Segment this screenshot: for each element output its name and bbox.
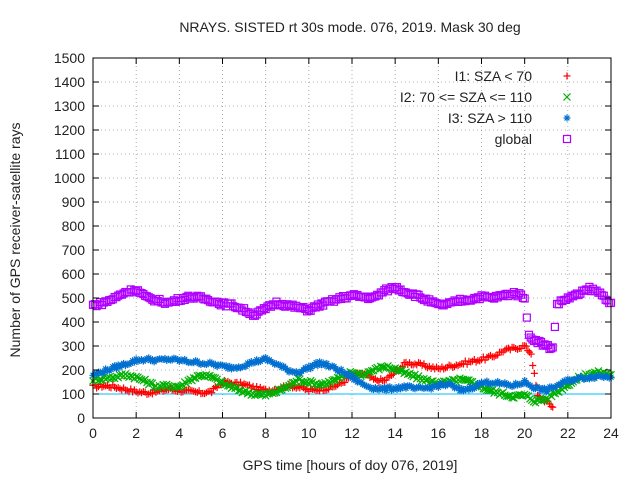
y-tick-label: 900 (62, 194, 86, 210)
x-tick-label: 0 (89, 425, 97, 441)
legend-label: global (495, 131, 532, 147)
data-point (550, 322, 559, 332)
y-tick-label: 0 (77, 410, 85, 426)
data-point (469, 357, 477, 365)
data-point (522, 342, 530, 350)
x-tick-label: 4 (175, 425, 183, 441)
y-tick-label: 500 (62, 290, 86, 306)
data-point (341, 378, 349, 386)
series-0 (89, 342, 557, 411)
data-point (281, 384, 290, 392)
data-point (231, 384, 240, 393)
y-tick-label: 1100 (55, 146, 85, 162)
data-point (146, 378, 155, 387)
x-axis-title: GPS time [hours of doy 076, 2019] (243, 457, 458, 473)
x-tick-label: 20 (517, 425, 533, 441)
y-tick-label: 100 (62, 386, 86, 402)
data-point (476, 357, 484, 365)
data-point (330, 375, 338, 384)
data-point (527, 350, 535, 358)
series-2 (89, 354, 615, 396)
data-point (547, 344, 556, 353)
y-tick-label: 700 (62, 242, 86, 258)
y-tick-label: 200 (62, 362, 86, 378)
y-tick-label: 1000 (54, 170, 85, 186)
data-point (367, 366, 376, 375)
data-point (466, 377, 475, 386)
x-tick-label: 8 (262, 425, 270, 441)
y-tick-label: 400 (62, 314, 86, 330)
data-point (188, 387, 196, 395)
data-point (193, 388, 201, 396)
x-tick-label: 12 (344, 425, 360, 441)
y-tick-label: 1300 (54, 98, 85, 114)
y-tick-label: 800 (62, 218, 86, 234)
data-point (454, 362, 462, 370)
x-tick-label: 18 (474, 425, 490, 441)
legend-marker (563, 93, 571, 101)
y-tick-label: 600 (62, 266, 86, 282)
data-point (529, 362, 537, 370)
legend: I1: SZA < 70 I2: 70 <= SZA <= 110 I3: SZA … (400, 68, 572, 147)
data-point (522, 313, 531, 322)
data-point (377, 375, 385, 383)
series-3 (88, 282, 616, 354)
y-tick-label: 300 (62, 338, 86, 354)
x-tick-label: 24 (603, 425, 619, 441)
x-tick-label: 2 (132, 425, 140, 441)
legend-label: I2: 70 <= SZA <= 110 (400, 89, 532, 105)
data-point (490, 353, 498, 361)
data-point (548, 343, 557, 352)
legend-label: I1: SZA < 70 (455, 68, 533, 84)
legend-marker (562, 134, 572, 144)
data-point (484, 386, 493, 395)
data-point (524, 347, 532, 355)
data-point (116, 385, 124, 393)
data-point (547, 403, 555, 411)
data-point (132, 372, 141, 381)
data-point (189, 374, 198, 382)
x-tick-label: 14 (387, 425, 403, 441)
data-point (520, 294, 529, 303)
y-tick-label: 1500 (54, 50, 85, 66)
x-axis-ticks: 0 2 4 6 8 10 12 14 16 18 20 22 24 (89, 58, 619, 441)
data-point (508, 393, 517, 402)
data-point (148, 390, 156, 398)
legend-marker (563, 114, 571, 122)
data-point (530, 369, 538, 377)
y-axis-title: Number of GPS receiver-satellite rays (7, 123, 23, 358)
y-axis-ticks: 0 100 200 300 400 500 600 700 800 900 1000 1100 1200… (54, 50, 611, 426)
plot-series (88, 282, 616, 411)
x-tick-label: 22 (560, 425, 576, 441)
y-tick-label: 1200 (54, 122, 85, 138)
data-point (208, 389, 216, 397)
x-tick-label: 6 (219, 425, 227, 441)
y-tick-label: 1400 (54, 74, 85, 90)
legend-label: I3: SZA > 110 (448, 110, 532, 126)
data-point (549, 403, 557, 411)
x-tick-label: 16 (431, 425, 447, 441)
legend-marker (563, 72, 571, 80)
data-point (411, 360, 419, 368)
x-tick-label: 10 (301, 425, 317, 441)
chart-title: NRAYS. SISTED rt 30s mode. 076, 2019. Ma… (179, 19, 520, 35)
data-point (253, 383, 261, 391)
